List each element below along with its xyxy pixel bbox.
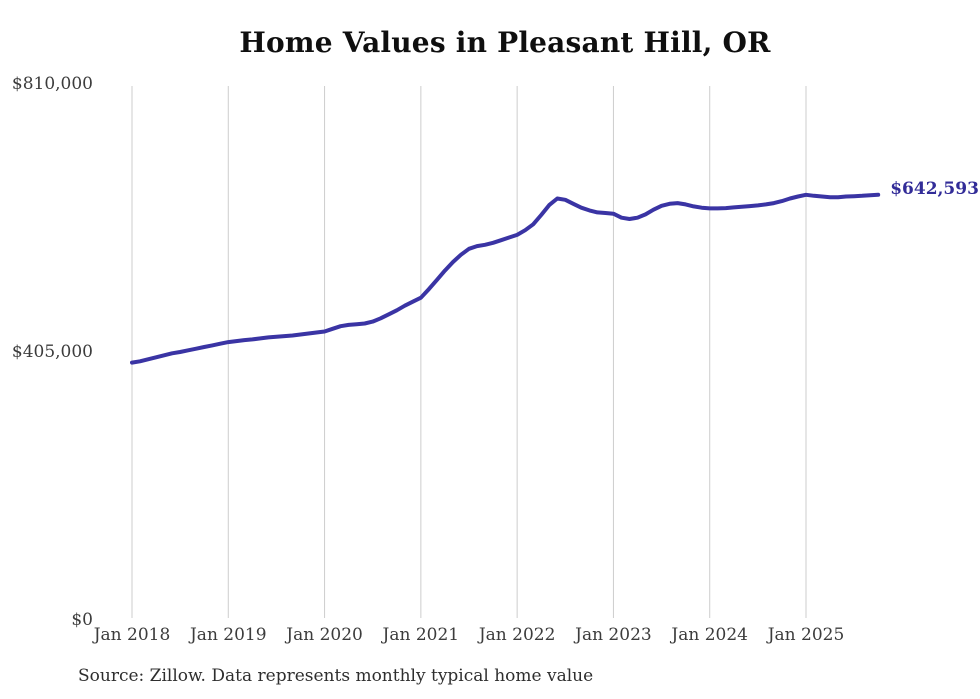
x-tick-label: Jan 2022 xyxy=(478,625,556,645)
y-tick-label: $810,000 xyxy=(11,74,93,94)
x-tick-label: Jan 2023 xyxy=(575,625,652,645)
series-end-value-label: $642,593 xyxy=(890,178,979,199)
chart-title: Home Values in Pleasant Hill, OR xyxy=(239,26,771,59)
x-tick-label: Jan 2021 xyxy=(382,625,460,645)
source-note: Source: Zillow. Data represents monthly … xyxy=(78,666,594,686)
x-tick-label: Jan 2024 xyxy=(671,625,748,645)
x-tick-label: Jan 2018 xyxy=(93,625,171,645)
y-tick-label: $0 xyxy=(71,610,93,630)
x-tick-label: Jan 2020 xyxy=(286,625,363,645)
x-tick-label: Jan 2019 xyxy=(189,625,267,645)
vertical-gridlines xyxy=(131,86,807,618)
x-tick-label: Jan 2025 xyxy=(767,625,845,645)
y-tick-label: $405,000 xyxy=(11,342,93,362)
home-value-line-series xyxy=(130,192,881,365)
